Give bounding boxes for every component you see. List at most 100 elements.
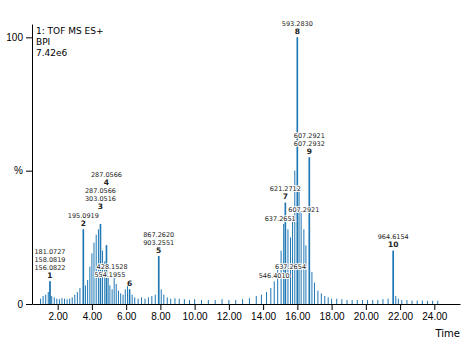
peak-label: 287.0566 [91, 171, 122, 179]
stick [69, 299, 70, 304]
peak-label: 156.0822 [34, 264, 65, 272]
x-tick-label: 4.00 [83, 311, 103, 322]
x-tick-label: 20.00 [354, 311, 379, 322]
peak-label: 621.2712 [270, 185, 301, 193]
stick [120, 293, 121, 304]
x-tick-mark [229, 304, 230, 310]
chart: 2.00 4.00 6.00 8.00 10.00 12.00 14.00 16.00 18.0… [0, 0, 474, 340]
x-tick-mark [434, 304, 435, 310]
stick [129, 289, 130, 304]
stick [261, 295, 262, 304]
x-axis: 2.00 4.00 6.00 8.00 10.00 12.00 14.00 16.00 18.0… [33, 304, 461, 322]
x-tick: 8.00 [151, 304, 171, 322]
x-tick: 14.00 [251, 304, 276, 322]
x-tick-label: 8.00 [151, 311, 171, 322]
peak-stick [392, 251, 394, 304]
stick [45, 295, 46, 304]
stick [72, 297, 73, 304]
peak-stick [158, 256, 160, 304]
stick [158, 256, 159, 304]
stick [274, 281, 275, 304]
label-group: 637.2651 [265, 215, 296, 223]
stick [170, 299, 171, 304]
peak-id: 9 [307, 147, 312, 156]
label-group: 5903.2551867.2620 [143, 231, 174, 255]
label-group: 3303.0516287.0566 [85, 187, 116, 211]
stick [395, 296, 396, 304]
x-tick-mark [195, 304, 196, 310]
sticks [41, 37, 438, 304]
stick [324, 296, 325, 304]
peak-id: 5 [156, 246, 161, 255]
peak-label: 195.0919 [68, 212, 99, 220]
stick [432, 301, 433, 304]
stick [67, 299, 68, 304]
stick [270, 288, 271, 304]
peak-label: 607.2921 [294, 132, 325, 140]
stick [352, 300, 353, 304]
annotation: 554.1955 [94, 271, 125, 279]
stick [228, 300, 229, 304]
stick [309, 157, 310, 304]
stick [393, 251, 394, 304]
annotation: 607.2921 [288, 206, 319, 214]
peak-label: 607.2932 [294, 140, 325, 148]
stick [83, 229, 84, 304]
annotation: 637.2654 [275, 263, 306, 271]
plot: 2.00 4.00 6.00 8.00 10.00 12.00 14.00 16.00 18.0… [6, 20, 460, 339]
x-tick: 18.00 [320, 304, 345, 322]
x-tick-label: 16.00 [285, 311, 310, 322]
y-tick: % [14, 165, 32, 176]
x-axis-label: Time [435, 328, 460, 339]
peak-id: 6 [127, 279, 132, 288]
stick [43, 296, 44, 304]
stick [167, 297, 168, 304]
title: 1: TOF MS ES+BPI7.42e6 [36, 26, 104, 58]
y-tick: 0 [17, 299, 32, 310]
label-group: 1156.0822158.0819181.0727 [34, 248, 65, 280]
stick [54, 297, 55, 304]
stick [85, 285, 86, 304]
stick [163, 295, 164, 304]
x-tick-label: 10.00 [183, 311, 208, 322]
x-tick: 24.00 [422, 304, 447, 322]
stick [179, 299, 180, 304]
x-tick-mark [92, 304, 93, 310]
x-tick-label: 18.00 [320, 311, 345, 322]
title-line: 7.42e6 [36, 48, 68, 58]
peak-label: 903.2551 [143, 239, 174, 247]
peak-id: 8 [295, 27, 300, 36]
x-tick-label: 6.00 [117, 311, 137, 322]
annotation: 428.1528 [97, 263, 128, 271]
stick [161, 289, 162, 304]
stick [367, 300, 368, 304]
stick [61, 298, 62, 304]
label-group: 9607.2932607.2921 [294, 132, 325, 156]
x-tick-mark [126, 304, 127, 310]
stick [406, 300, 407, 304]
stick [114, 277, 115, 304]
x-tick: 2.00 [48, 304, 68, 322]
label-group: 8593.2830 [282, 20, 313, 36]
stick [108, 277, 109, 304]
stick [51, 296, 52, 304]
x-tick-mark [400, 304, 401, 310]
peak-label: 964.6154 [378, 233, 409, 241]
peak-label: 593.2830 [282, 20, 313, 28]
stick [40, 299, 41, 304]
stick [222, 299, 223, 304]
x-tick: 12.00 [217, 304, 242, 322]
x-tick: 20.00 [354, 304, 379, 322]
stick [134, 297, 135, 304]
peak-label: 287.0566 [85, 187, 116, 195]
stick [437, 301, 438, 304]
stick [372, 300, 373, 304]
stick [194, 299, 195, 304]
stick [412, 301, 413, 304]
peak-label: 303.0516 [85, 195, 116, 203]
stick [401, 300, 402, 304]
stick [56, 299, 57, 304]
stick [266, 292, 267, 304]
y-tick-label: % [14, 165, 23, 176]
stick [64, 299, 65, 304]
